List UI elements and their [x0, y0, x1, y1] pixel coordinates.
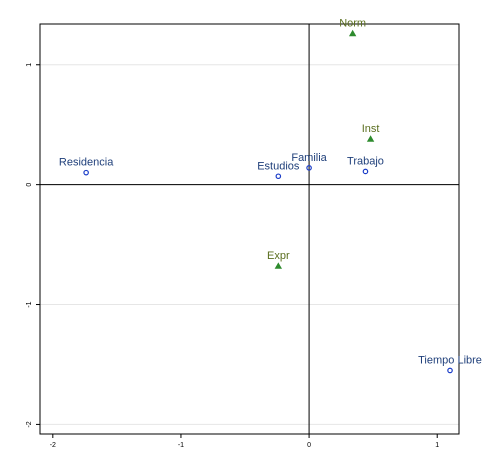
point-label: Familia [291, 152, 327, 164]
y-tick-label: 0 [26, 183, 33, 187]
point-marker [447, 367, 453, 374]
point-label: Estudios [257, 160, 300, 172]
point-label: Trabajo [347, 155, 384, 167]
x-tick-label: -1 [178, 442, 184, 449]
point-marker [348, 29, 357, 37]
plot-frame [39, 23, 460, 435]
point-marker [306, 165, 312, 171]
y-tick-label: 1 [26, 63, 33, 67]
y-tick-label: -2 [26, 421, 33, 427]
point-label: Norm [339, 18, 366, 30]
x-tick-label: 0 [307, 442, 311, 449]
point-label: Inst [362, 123, 380, 135]
axes: -2 -1 0 1 -2 -1 0 1 [26, 63, 439, 449]
point-marker [83, 169, 89, 176]
reference-lines [40, 24, 459, 434]
point-marker [275, 173, 282, 180]
x-tick-label: -2 [50, 442, 56, 449]
point-label: Residencia [59, 157, 114, 169]
point-label: Expr [267, 250, 290, 262]
point-marker [366, 135, 375, 142]
gridlines [40, 64, 459, 425]
y-tick-label: -1 [26, 301, 33, 307]
point-marker [362, 168, 369, 175]
point-label: Tiempo Libre [418, 354, 482, 366]
point-marker [274, 262, 283, 269]
x-tick-label: 1 [435, 442, 439, 449]
